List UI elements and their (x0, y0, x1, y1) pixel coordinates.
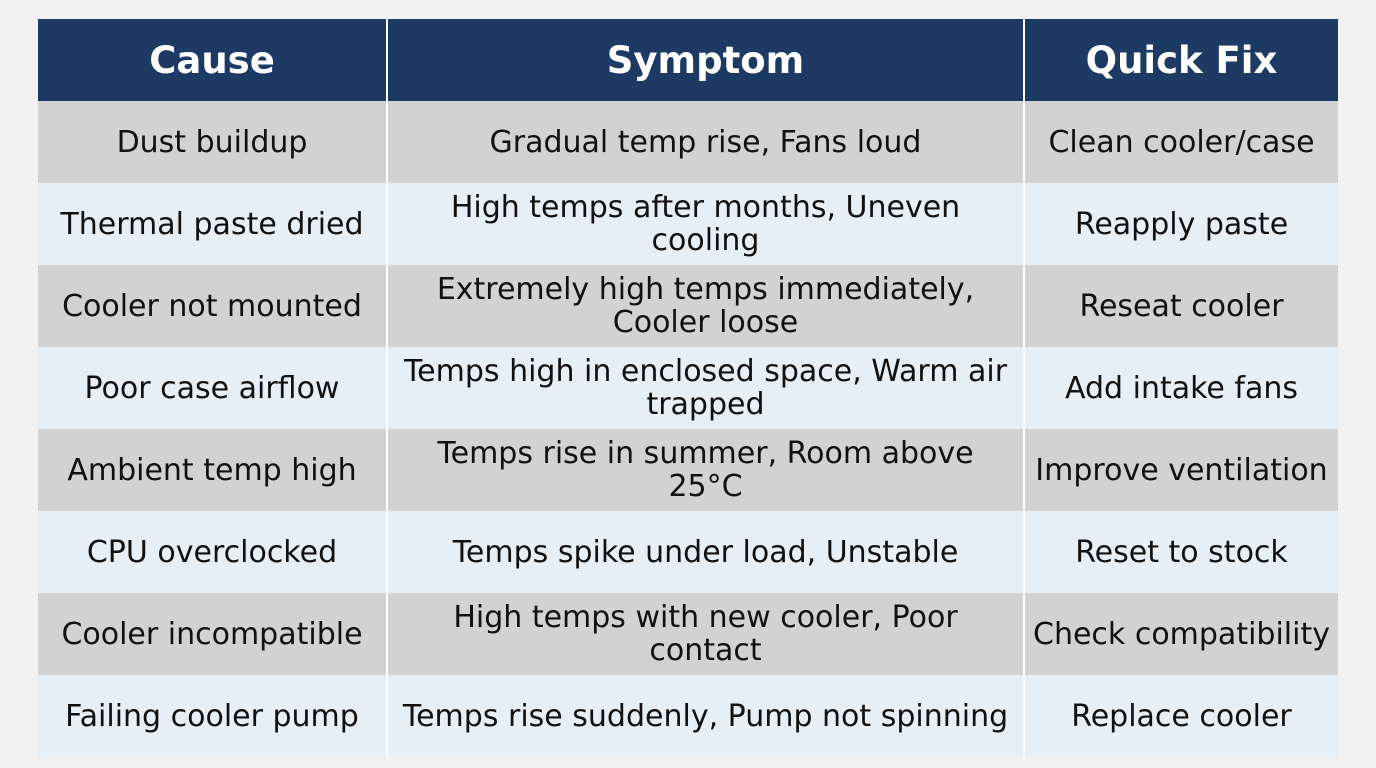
quick-fix-cell: Check compatibility (1024, 593, 1338, 675)
quick-fix-cell: Reapply paste (1024, 183, 1338, 265)
cause-cell: Thermal paste dried (38, 183, 388, 265)
cause-cell: CPU overclocked (38, 511, 388, 593)
cause-cell: Failing cooler pump (38, 675, 388, 757)
table-row: Ambient temp high Temps rise in summer, … (38, 429, 1338, 511)
table-row: Poor case airflow Temps high in enclosed… (38, 347, 1338, 429)
column-header-cause: Cause (38, 19, 388, 101)
troubleshooting-table: Cause Symptom Quick Fix Dust buildup Gra… (38, 19, 1338, 757)
symptom-cell: Temps rise in summer, Room above 25°C (387, 429, 1025, 511)
cause-cell: Cooler not mounted (38, 265, 388, 347)
quick-fix-cell: Replace cooler (1024, 675, 1338, 757)
symptom-cell: Gradual temp rise, Fans loud (387, 101, 1025, 183)
table-row: Dust buildup Gradual temp rise, Fans lou… (38, 101, 1338, 183)
column-header-symptom: Symptom (387, 19, 1025, 101)
symptom-cell: High temps with new cooler, Poor contact (387, 593, 1025, 675)
table-row: Failing cooler pump Temps rise suddenly,… (38, 675, 1338, 757)
column-header-quick-fix: Quick Fix (1024, 19, 1338, 101)
symptom-cell: Temps high in enclosed space, Warm air t… (387, 347, 1025, 429)
cause-cell: Cooler incompatible (38, 593, 388, 675)
symptom-cell: Temps spike under load, Unstable (387, 511, 1025, 593)
quick-fix-cell: Clean cooler/case (1024, 101, 1338, 183)
quick-fix-cell: Add intake fans (1024, 347, 1338, 429)
quick-fix-cell: Reset to stock (1024, 511, 1338, 593)
table-row: Cooler incompatible High temps with new … (38, 593, 1338, 675)
cause-cell: Ambient temp high (38, 429, 388, 511)
troubleshooting-table-container: Cause Symptom Quick Fix Dust buildup Gra… (38, 19, 1338, 759)
quick-fix-cell: Improve ventilation (1024, 429, 1338, 511)
cause-cell: Poor case airflow (38, 347, 388, 429)
symptom-cell: Extremely high temps immediately, Cooler… (387, 265, 1025, 347)
cause-cell: Dust buildup (38, 101, 388, 183)
table-header-row: Cause Symptom Quick Fix (38, 19, 1338, 101)
symptom-cell: Temps rise suddenly, Pump not spinning (387, 675, 1025, 757)
table-row: Thermal paste dried High temps after mon… (38, 183, 1338, 265)
quick-fix-cell: Reseat cooler (1024, 265, 1338, 347)
symptom-cell: High temps after months, Uneven cooling (387, 183, 1025, 265)
table-row: Cooler not mounted Extremely high temps … (38, 265, 1338, 347)
table-row: CPU overclocked Temps spike under load, … (38, 511, 1338, 593)
